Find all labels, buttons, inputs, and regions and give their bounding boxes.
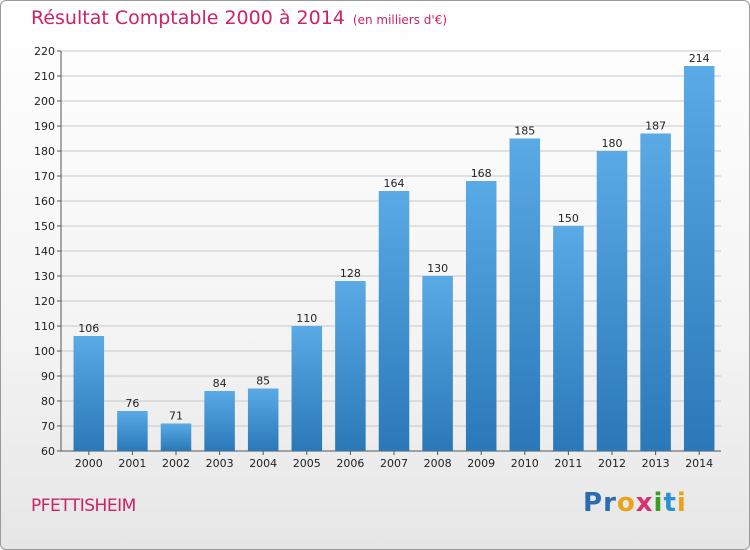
bar xyxy=(683,66,715,451)
chart-subtitle: (en milliers d'€) xyxy=(352,13,448,27)
x-tick-label: 2000 xyxy=(75,457,103,470)
chart-title: Résultat Comptable 2000 à 2014 (en millie… xyxy=(31,7,447,29)
bar xyxy=(247,388,279,451)
bar-value-label: 150 xyxy=(558,212,579,225)
x-tick-label: 2007 xyxy=(380,457,408,470)
y-tick-label: 150 xyxy=(34,220,55,233)
x-tick-label: 2003 xyxy=(206,457,234,470)
bar xyxy=(335,281,366,451)
x-tick-label: 2001 xyxy=(118,457,146,470)
y-tick-label: 90 xyxy=(41,370,55,383)
x-tick-label: 2009 xyxy=(467,457,495,470)
bar-value-label: 106 xyxy=(78,322,99,335)
y-tick-label: 210 xyxy=(34,70,55,83)
y-tick-label: 190 xyxy=(34,120,55,133)
bar-value-label: 168 xyxy=(471,167,492,180)
y-tick-label: 160 xyxy=(34,195,55,208)
bar xyxy=(160,423,192,451)
x-tick-label: 2010 xyxy=(511,457,539,470)
bar-value-label: 128 xyxy=(340,267,361,280)
bar xyxy=(596,151,628,451)
x-tick-label: 2005 xyxy=(293,457,321,470)
y-tick-label: 110 xyxy=(34,320,55,333)
commune-name: PFETTISHEIM xyxy=(31,496,136,516)
y-tick-label: 70 xyxy=(41,420,55,433)
logo-letter: o xyxy=(616,488,636,518)
chart-title-text: Résultat Comptable 2000 à 2014 xyxy=(31,7,345,29)
bar xyxy=(117,411,148,451)
y-tick-label: 80 xyxy=(41,395,55,408)
bar-value-label: 76 xyxy=(125,397,139,410)
y-tick-label: 60 xyxy=(41,445,55,458)
x-tick-label: 2008 xyxy=(424,457,452,470)
bar xyxy=(465,181,497,451)
labels: 60 70 80 90 100 110 120 130 140 150 160 170 180 190 20… xyxy=(34,45,713,470)
bar xyxy=(509,138,541,451)
bar-value-label: 110 xyxy=(296,312,317,325)
y-tick-label: 140 xyxy=(34,245,55,258)
x-tick-label: 2002 xyxy=(162,457,190,470)
y-tick-label: 100 xyxy=(34,345,55,358)
bar xyxy=(291,326,323,451)
logo-letter: i xyxy=(653,488,664,518)
bar-value-label: 84 xyxy=(213,377,227,390)
bars xyxy=(73,66,715,451)
bar-value-label: 214 xyxy=(689,52,710,65)
bar-value-label: 130 xyxy=(427,262,448,275)
x-tick-label: 2013 xyxy=(642,457,670,470)
y-tick-label: 220 xyxy=(34,45,55,58)
logo-letter: P xyxy=(583,488,604,518)
y-tick-label: 180 xyxy=(34,145,55,158)
bar xyxy=(640,133,671,451)
bar-value-label: 187 xyxy=(645,120,666,133)
y-tick-label: 200 xyxy=(34,95,55,108)
bar-value-label: 185 xyxy=(514,125,535,138)
bar-value-label: 85 xyxy=(256,375,270,388)
bar-value-label: 71 xyxy=(169,410,183,423)
bar-value-label: 164 xyxy=(384,177,405,190)
y-tick-label: 130 xyxy=(34,270,55,283)
y-tick-label: 170 xyxy=(34,170,55,183)
logo-letter: x xyxy=(635,488,654,518)
bar xyxy=(553,226,584,451)
proxiti-logo: Proxiti xyxy=(583,488,687,518)
bar-value-label: 180 xyxy=(602,137,623,150)
logo-letter: r xyxy=(603,488,617,518)
bar xyxy=(422,276,453,451)
bar xyxy=(378,191,410,451)
logo-letter: i xyxy=(676,488,687,518)
x-tick-label: 2004 xyxy=(249,457,277,470)
x-tick-label: 2011 xyxy=(554,457,582,470)
y-tick-label: 120 xyxy=(34,295,55,308)
bar xyxy=(204,391,235,451)
logo-letter: t xyxy=(663,488,677,518)
bar xyxy=(73,336,105,451)
x-tick-label: 2006 xyxy=(336,457,364,470)
x-tick-label: 2014 xyxy=(685,457,713,470)
x-tick-label: 2012 xyxy=(598,457,626,470)
